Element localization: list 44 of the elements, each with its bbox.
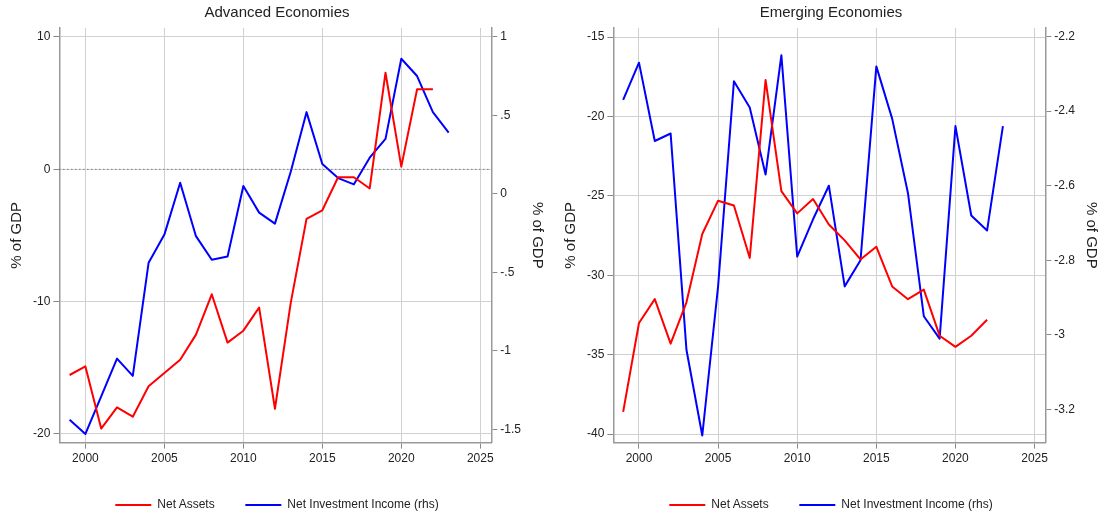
y-tick-label: -20: [587, 108, 605, 123]
y2-tick-label: -2.8: [1054, 252, 1076, 267]
x-tick-label: 2010: [230, 451, 258, 466]
y-tick-label: -40: [587, 426, 605, 441]
y-tick-label: -35: [587, 347, 605, 362]
y2-tick-label: -.5: [500, 264, 515, 279]
x-tick-label: 2010: [783, 451, 811, 466]
x-tick-label: 2015: [308, 451, 336, 466]
y2-tick-label: -3: [1054, 327, 1066, 342]
y-tick-label: -30: [587, 267, 605, 282]
x-tick-label: 2020: [387, 451, 415, 466]
y2-tick-label: -2.6: [1054, 178, 1076, 193]
legend-label: Net Assets: [157, 497, 215, 512]
x-tick-label: 2025: [466, 451, 494, 466]
y-tick-label: -20: [33, 426, 51, 441]
x-tick-label: 2005: [151, 451, 179, 466]
chart-title: Advanced Economies: [204, 3, 350, 21]
y-tick-label: -25: [587, 188, 605, 203]
legend-label: Net Investment Income (rhs): [287, 497, 439, 512]
y2-tick-label: -1.5: [500, 421, 522, 436]
y2-axis-title: % of GDP: [1083, 201, 1101, 269]
legend-label: Net Assets: [711, 497, 769, 512]
x-tick-label: 2025: [1021, 451, 1049, 466]
y2-tick-label: -1: [500, 343, 512, 358]
y-tick-label: -15: [587, 29, 605, 44]
y-tick-label: 0: [43, 161, 51, 176]
y2-tick-label: -3.2: [1054, 401, 1076, 416]
y2-axis-title: % of GDP: [529, 201, 547, 269]
y2-tick-label: 1: [500, 29, 508, 44]
legend-label: Net Investment Income (rhs): [841, 497, 993, 512]
y-tick-label: -10: [33, 293, 51, 308]
chart-title: Emerging Economies: [759, 3, 903, 21]
y2-tick-label: -2.4: [1054, 103, 1076, 118]
y-tick-label: 10: [36, 29, 51, 44]
x-tick-label: 2000: [625, 451, 653, 466]
y-axis-title: % of GDP: [561, 201, 579, 269]
x-tick-label: 2020: [942, 451, 970, 466]
x-tick-label: 2000: [72, 451, 100, 466]
y2-tick-label: .5: [500, 107, 511, 122]
x-tick-label: 2005: [704, 451, 732, 466]
y-axis-title: % of GDP: [7, 201, 25, 269]
x-tick-label: 2015: [862, 451, 890, 466]
y2-tick-label: 0: [500, 186, 508, 201]
y2-tick-label: -2.2: [1054, 28, 1076, 43]
